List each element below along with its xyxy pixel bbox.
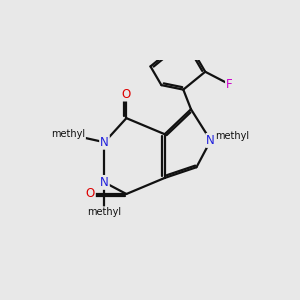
- Text: methyl: methyl: [215, 131, 250, 141]
- Text: methyl: methyl: [51, 129, 86, 139]
- Text: O: O: [122, 88, 131, 100]
- Text: methyl: methyl: [87, 207, 122, 217]
- Text: F: F: [226, 78, 232, 91]
- Text: N: N: [206, 134, 215, 147]
- Text: N: N: [100, 176, 109, 189]
- Text: N: N: [100, 136, 109, 149]
- Text: O: O: [85, 188, 95, 200]
